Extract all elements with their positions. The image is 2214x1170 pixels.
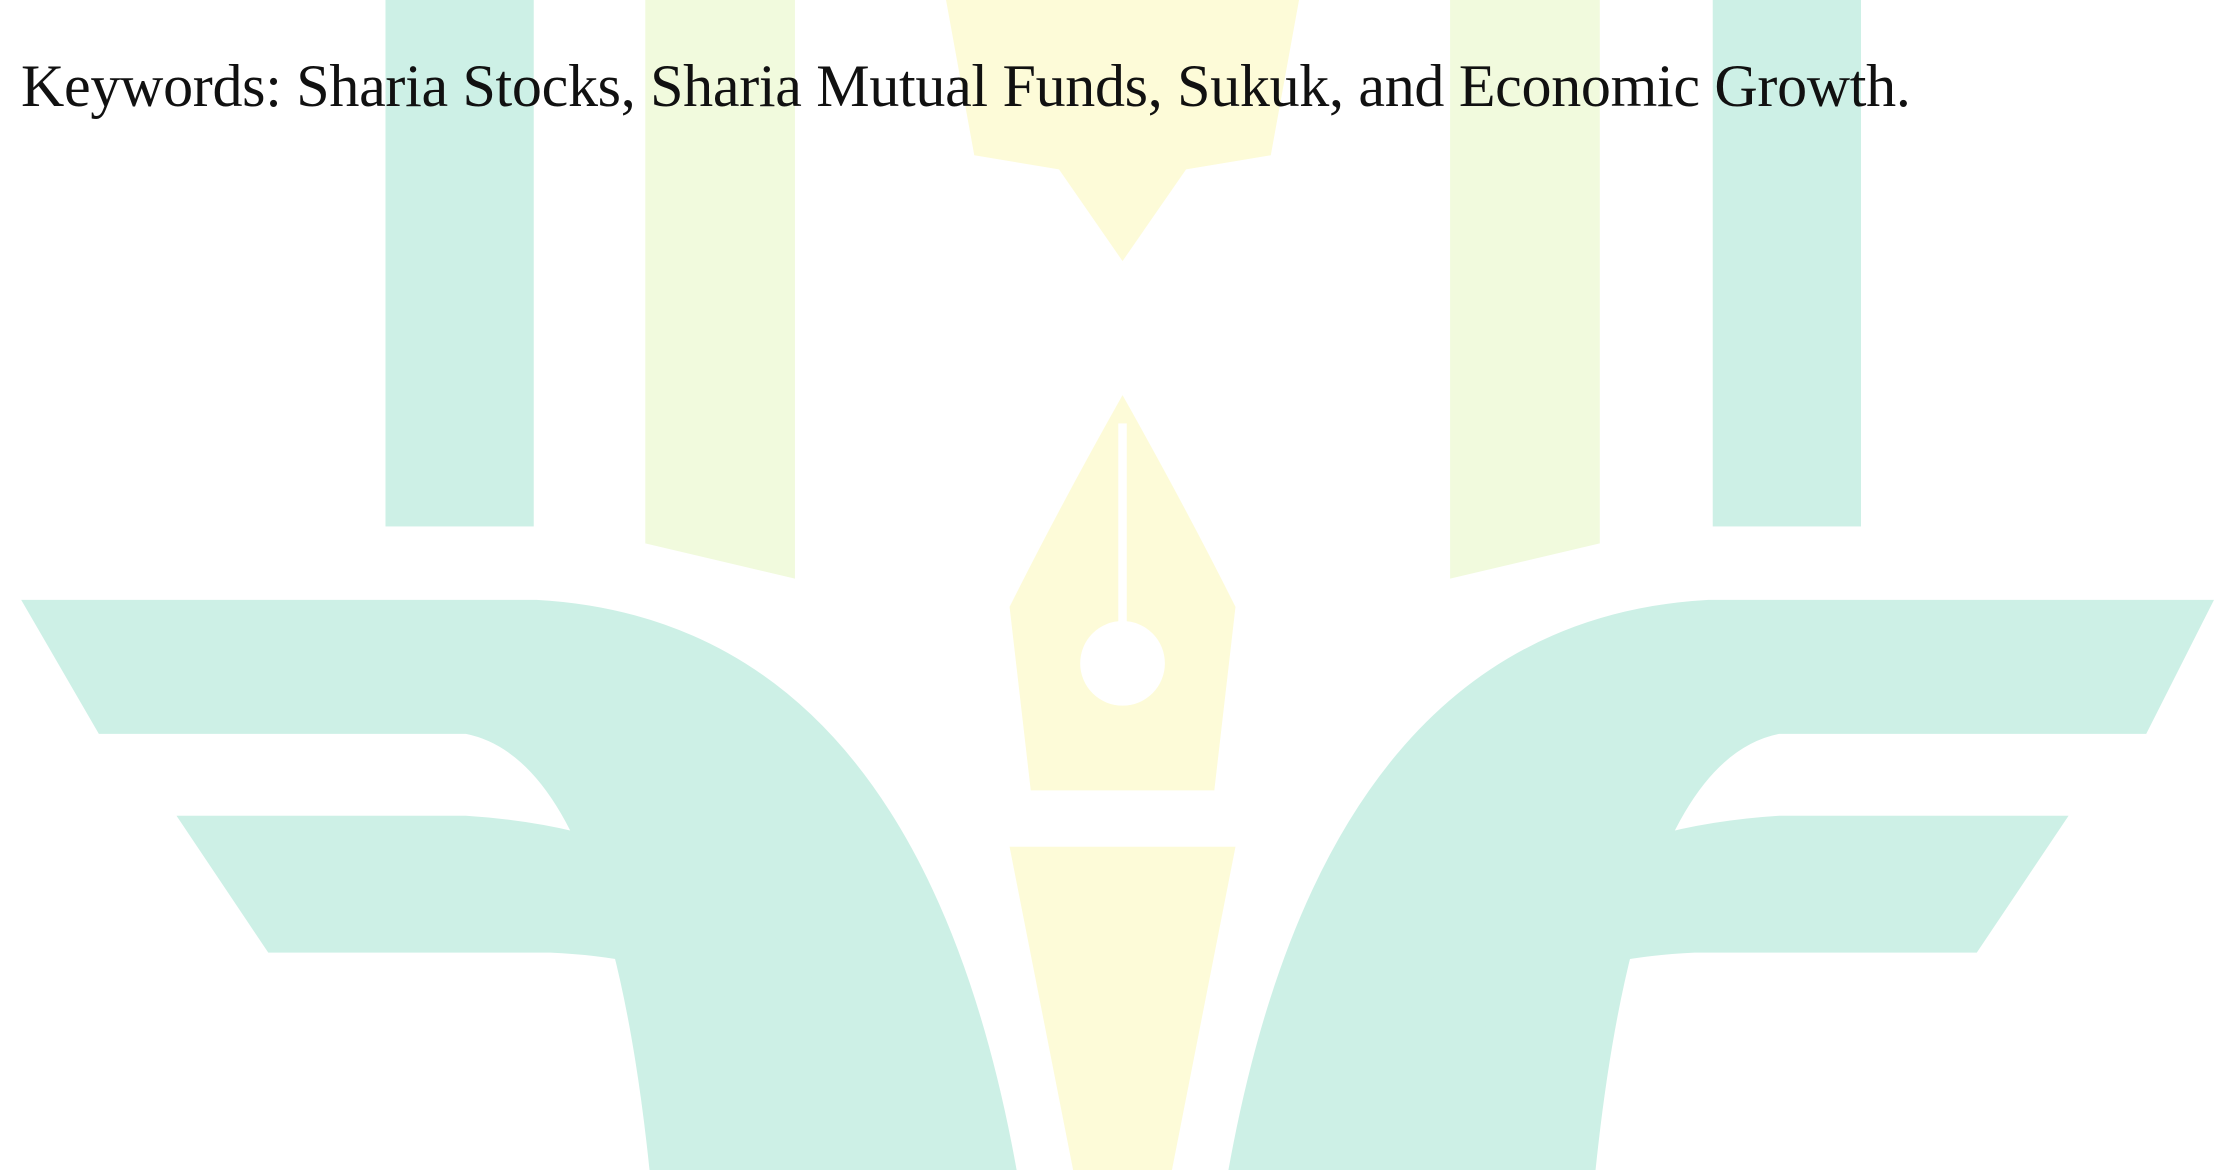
keywords-text: Sharia Stocks, Sharia Mutual Funds, Suku… [296, 53, 1911, 119]
keywords-line: Keywords: Sharia Stocks, Sharia Mutual F… [21, 52, 1911, 121]
keywords-label: Keywords: [21, 53, 282, 119]
